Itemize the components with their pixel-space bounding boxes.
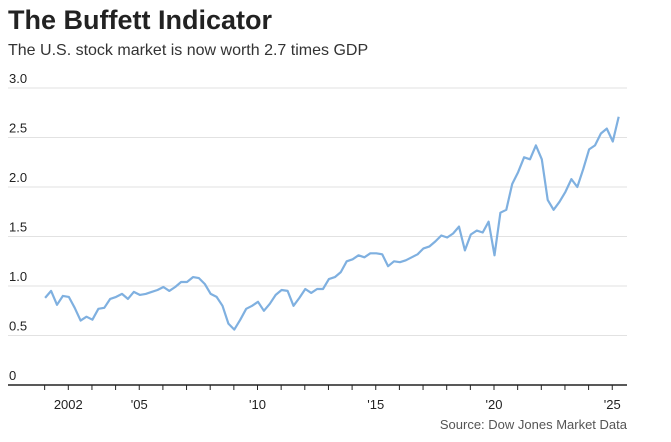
x-tick-label: '15 bbox=[367, 397, 384, 412]
y-tick-label: 1.5 bbox=[9, 220, 27, 235]
x-tick-label: 2002 bbox=[54, 397, 83, 412]
y-tick-label: 2.5 bbox=[9, 121, 27, 136]
x-axis: 2002 '05 '10 '15 '20 '25 bbox=[8, 384, 627, 412]
y-axis: 0 0.5 1.0 1.5 2.0 2.5 3.0 bbox=[9, 71, 27, 383]
y-tick-label: 0 bbox=[9, 368, 16, 383]
y-tick-label: 2.0 bbox=[9, 170, 27, 185]
x-tick-label: '05 bbox=[131, 397, 148, 412]
x-tick-label: '10 bbox=[249, 397, 266, 412]
source-note: Source: Dow Jones Market Data bbox=[440, 417, 628, 432]
chart-subtitle: The U.S. stock market is now worth 2.7 t… bbox=[8, 42, 368, 59]
data-points bbox=[45, 116, 619, 330]
y-tick-label: 3.0 bbox=[9, 71, 27, 86]
chart-title: The Buffett Indicator bbox=[8, 5, 272, 35]
y-tick-label: 1.0 bbox=[9, 269, 27, 284]
series-line bbox=[44, 116, 620, 331]
y-tick-label: 0.5 bbox=[9, 319, 27, 334]
gridlines bbox=[8, 87, 627, 336]
x-tick-label: '20 bbox=[486, 397, 503, 412]
x-tick-label: '25 bbox=[604, 397, 621, 412]
